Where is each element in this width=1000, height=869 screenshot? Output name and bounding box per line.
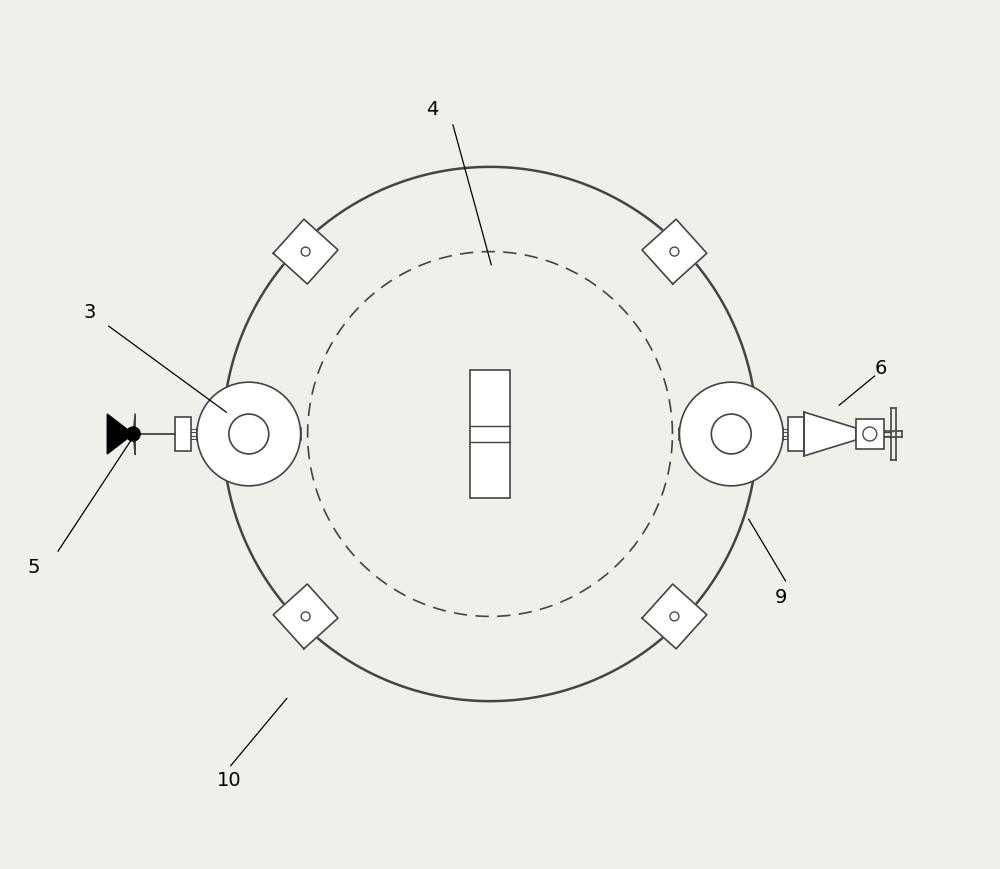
Bar (788, 418, 804, 451)
Circle shape (197, 382, 301, 487)
Polygon shape (804, 413, 856, 456)
Bar (856, 420, 884, 449)
Text: 3: 3 (83, 302, 96, 322)
Text: 9: 9 (775, 587, 787, 607)
Text: 5: 5 (27, 557, 40, 576)
Text: 10: 10 (217, 771, 241, 789)
Bar (470, 371, 510, 498)
Bar (175, 418, 191, 451)
Polygon shape (273, 584, 338, 649)
Circle shape (126, 428, 140, 441)
Circle shape (679, 382, 783, 487)
Polygon shape (107, 415, 133, 454)
Polygon shape (642, 220, 707, 285)
Polygon shape (273, 220, 338, 285)
Text: 6: 6 (875, 358, 887, 377)
Polygon shape (642, 584, 707, 649)
Circle shape (229, 415, 269, 454)
Text: 4: 4 (426, 99, 438, 118)
Circle shape (711, 415, 751, 454)
